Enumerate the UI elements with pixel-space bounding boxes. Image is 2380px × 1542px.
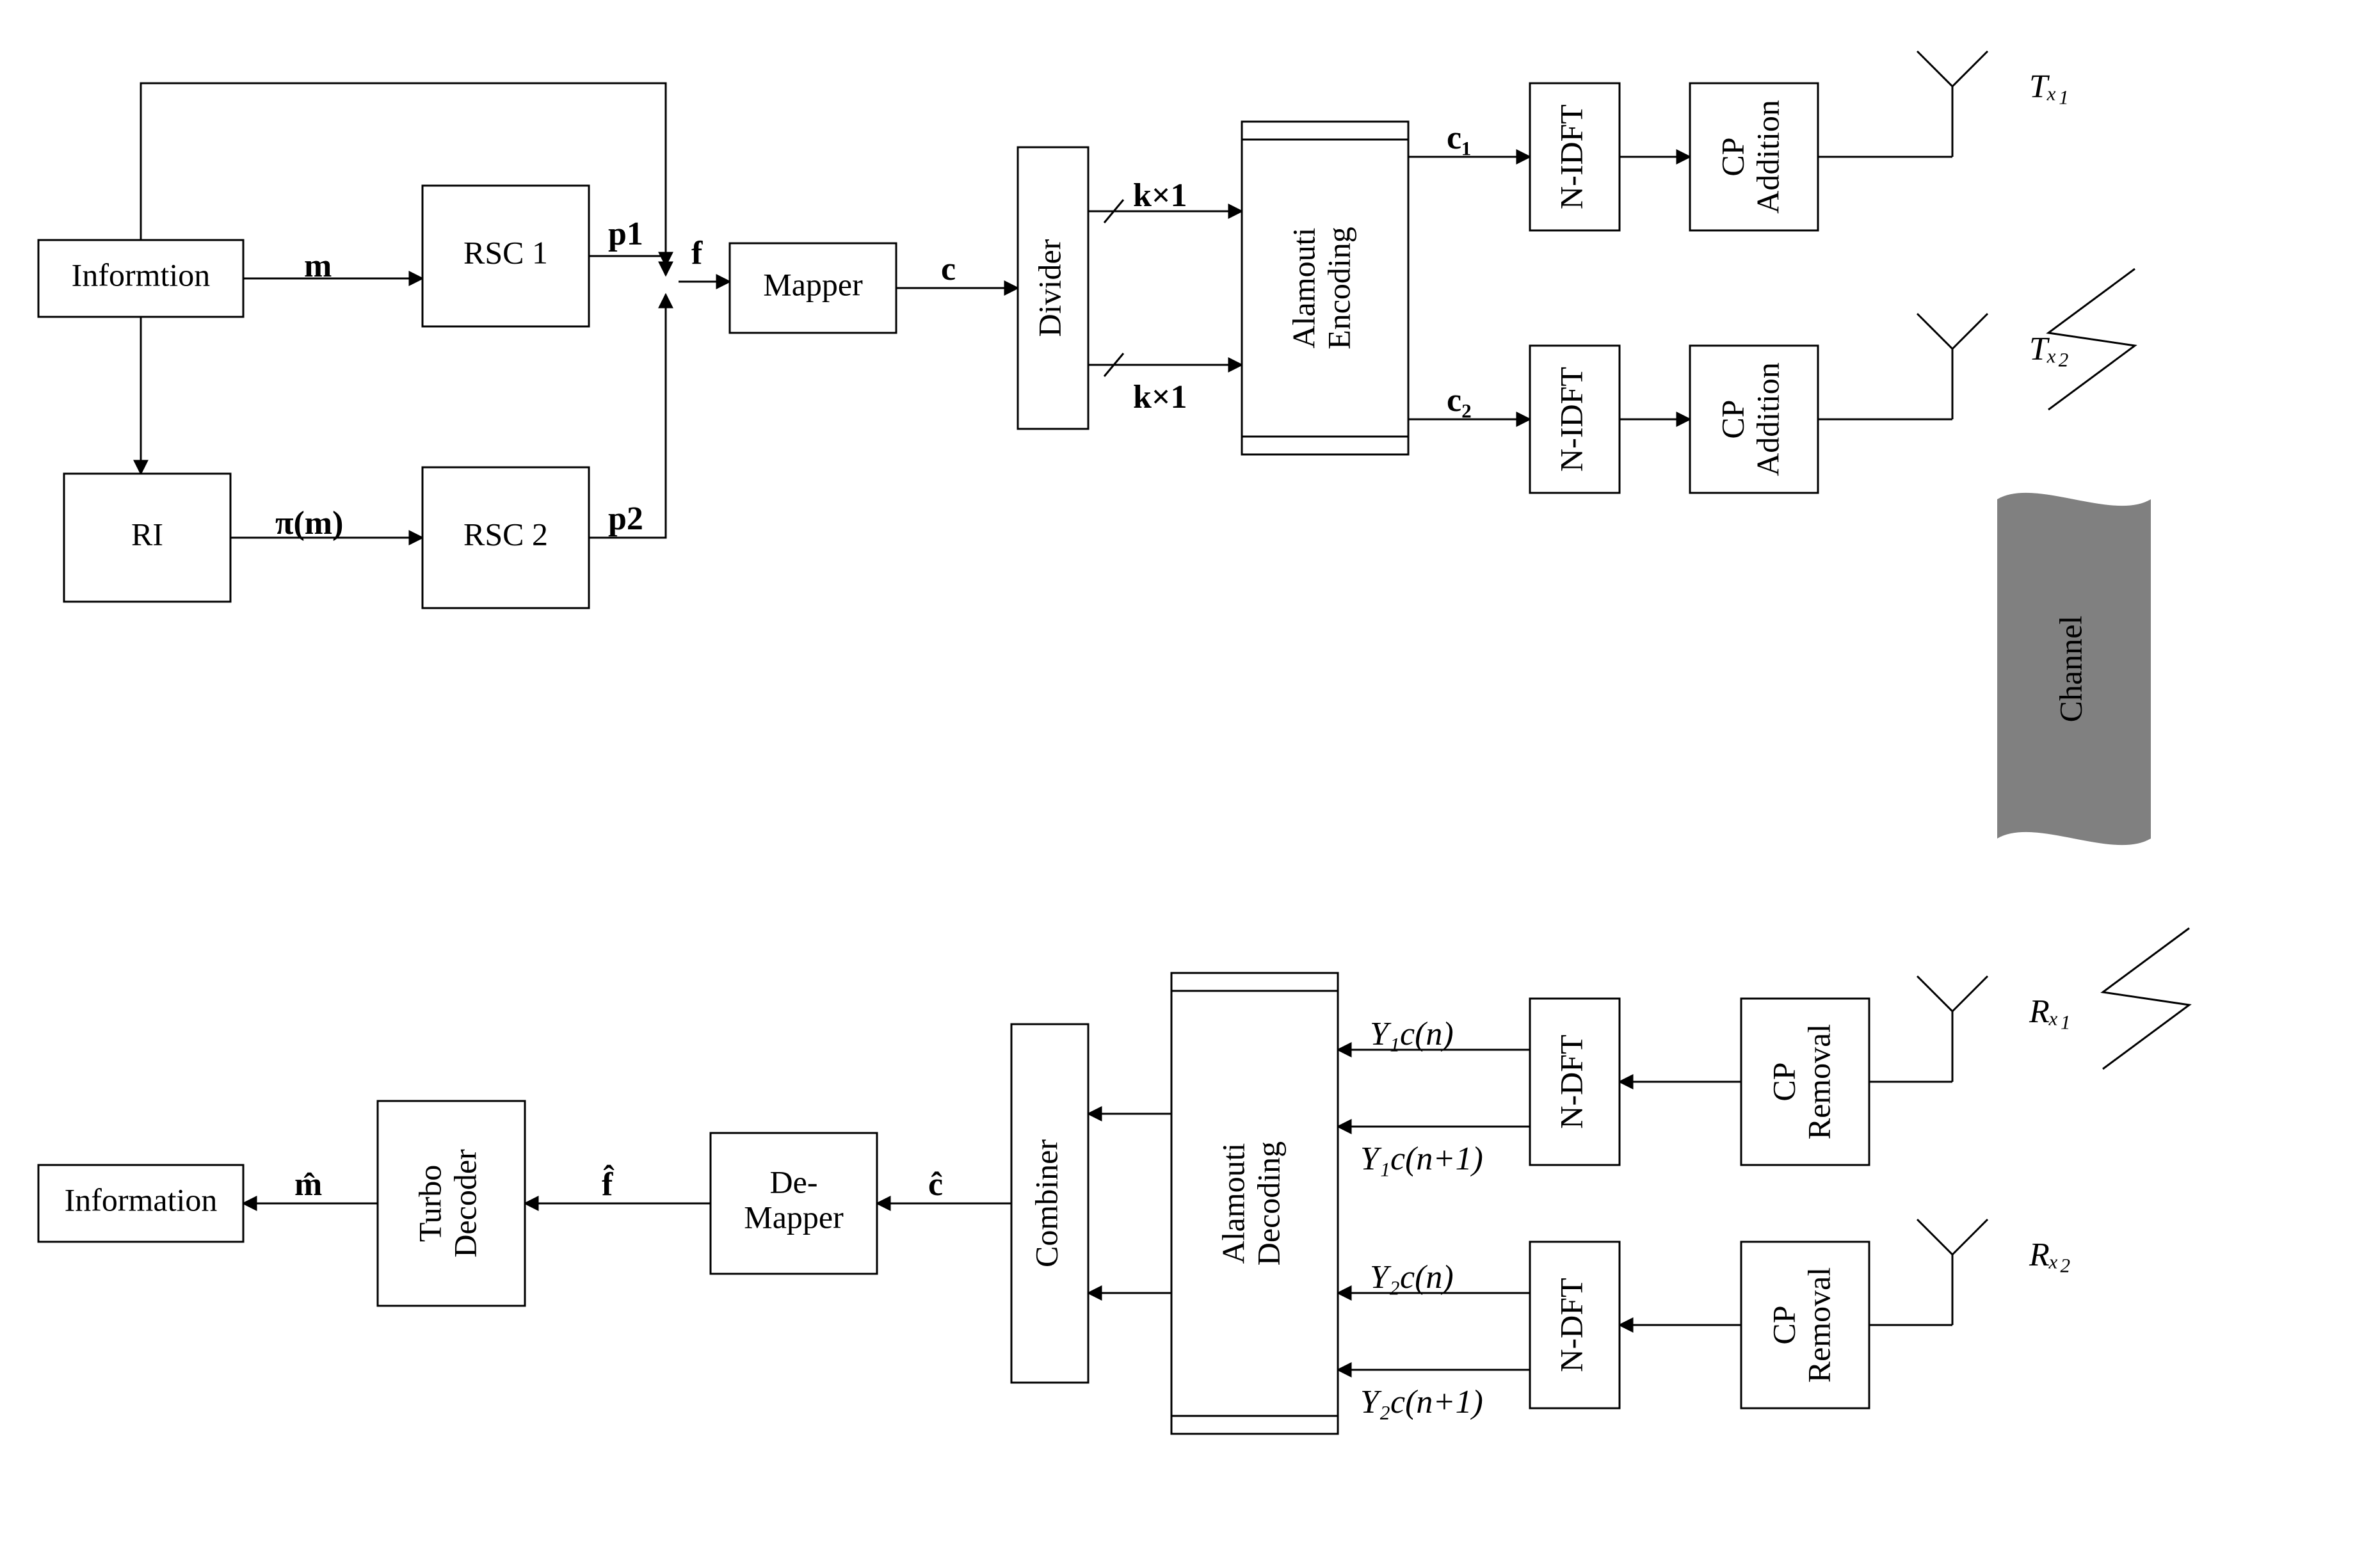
box-info_rx-label: Information bbox=[65, 1182, 218, 1217]
lbl-y2cn1: Y₂c(n+1) bbox=[1360, 1384, 1483, 1420]
box-cpr2: CPRemoval bbox=[1741, 1242, 1869, 1408]
box-divider-label: Divider bbox=[1031, 239, 1067, 337]
box-rsc1-label: RSC 1 bbox=[463, 234, 548, 270]
box-rsc2: RSC 2 bbox=[422, 467, 589, 608]
box-ri: RI bbox=[64, 474, 230, 602]
box-cpa2: CPAddition bbox=[1690, 346, 1818, 493]
edge-e_rsc1_p1 bbox=[589, 256, 666, 275]
box-info_tx-label: Informtion bbox=[72, 257, 211, 293]
channel-label: Channel bbox=[2052, 616, 2088, 723]
box-alamouti_e-label: AlamoutiEncoding bbox=[1286, 227, 1357, 349]
box-ri-label: RI bbox=[131, 516, 163, 552]
lbl-mhat: m̂ bbox=[294, 1166, 322, 1203]
lbl-m: m bbox=[304, 248, 332, 284]
lbl-fhat: f̂ bbox=[602, 1164, 615, 1203]
box-info_rx: Information bbox=[38, 1165, 243, 1242]
box-mapper: Mapper bbox=[730, 243, 896, 333]
lbl-c2: c₂ bbox=[1447, 382, 1472, 419]
lbl-k1: k×1 bbox=[1133, 177, 1187, 214]
box-alamouti_d: AlamoutiDecoding bbox=[1171, 973, 1338, 1434]
antenna-Rx2: Rₓ₂ bbox=[1917, 1219, 2071, 1325]
antenna-Tx2: Tₓ₂ bbox=[1917, 314, 2069, 419]
box-ndft2-label: N-DFT bbox=[1553, 1278, 1589, 1372]
lbl-y1cn1: Y₁c(n+1) bbox=[1360, 1141, 1483, 1177]
box-nidft1-label: N-IDFT bbox=[1553, 104, 1589, 209]
box-nidft1: N-IDFT bbox=[1530, 83, 1620, 230]
box-ndft2: N-DFT bbox=[1530, 1242, 1620, 1408]
box-turbo-label: TurboDecoder bbox=[412, 1149, 483, 1258]
antenna-Rx2-label: Rₓ₂ bbox=[2029, 1237, 2071, 1273]
box-demapper: De-Mapper bbox=[711, 1133, 877, 1274]
box-combiner: Combiner bbox=[1011, 1024, 1088, 1383]
box-turbo: TurboDecoder bbox=[378, 1101, 525, 1306]
antenna-Tx2-label: Tₓ₂ bbox=[2029, 331, 2069, 367]
zigzag-z2 bbox=[2103, 928, 2189, 1069]
box-nidft2-label: N-IDFT bbox=[1553, 367, 1589, 472]
lbl-pim: π(m) bbox=[275, 505, 343, 542]
box-divider: Divider bbox=[1018, 147, 1088, 429]
box-ndft1: N-DFT bbox=[1530, 999, 1620, 1165]
box-alamouti_e: AlamoutiEncoding bbox=[1242, 122, 1408, 454]
antenna-Tx1-label: Tₓ₁ bbox=[2029, 68, 2069, 105]
lbl-c1: c₁ bbox=[1447, 120, 1472, 156]
box-cpr1: CPRemoval bbox=[1741, 999, 1869, 1165]
box-combiner-label: Combiner bbox=[1028, 1139, 1064, 1267]
lbl-y2cn: Y₂c(n) bbox=[1370, 1259, 1454, 1296]
lbl-chat: ĉ bbox=[928, 1166, 943, 1203]
box-mapper-label: Mapper bbox=[763, 266, 863, 302]
lbl-c: c bbox=[941, 251, 956, 287]
box-cpa1: CPAddition bbox=[1690, 83, 1818, 230]
block-diagram: Channel Informtion RI RSC 1 RSC 2 Mapper Divi… bbox=[0, 0, 2380, 1542]
antenna-Tx1: Tₓ₁ bbox=[1917, 51, 2069, 157]
lbl-k2: k×1 bbox=[1133, 379, 1187, 415]
box-rsc1: RSC 1 bbox=[422, 186, 589, 326]
lbl-y1cn: Y₁c(n) bbox=[1370, 1016, 1454, 1052]
lbl-p1: p1 bbox=[608, 216, 643, 252]
lbl-f: f bbox=[691, 235, 703, 271]
box-ndft1-label: N-DFT bbox=[1553, 1034, 1589, 1128]
antenna-Rx1-label: Rₓ₁ bbox=[2029, 993, 2071, 1030]
channel-shape: Channel bbox=[1997, 493, 2151, 845]
box-rsc2-label: RSC 2 bbox=[463, 516, 548, 552]
box-nidft2: N-IDFT bbox=[1530, 346, 1620, 493]
lbl-p2: p2 bbox=[608, 501, 643, 537]
antenna-Rx1: Rₓ₁ bbox=[1917, 976, 2071, 1082]
box-info_tx: Informtion bbox=[38, 240, 243, 317]
box-alamouti_d-label: AlamoutiDecoding bbox=[1216, 1141, 1287, 1265]
